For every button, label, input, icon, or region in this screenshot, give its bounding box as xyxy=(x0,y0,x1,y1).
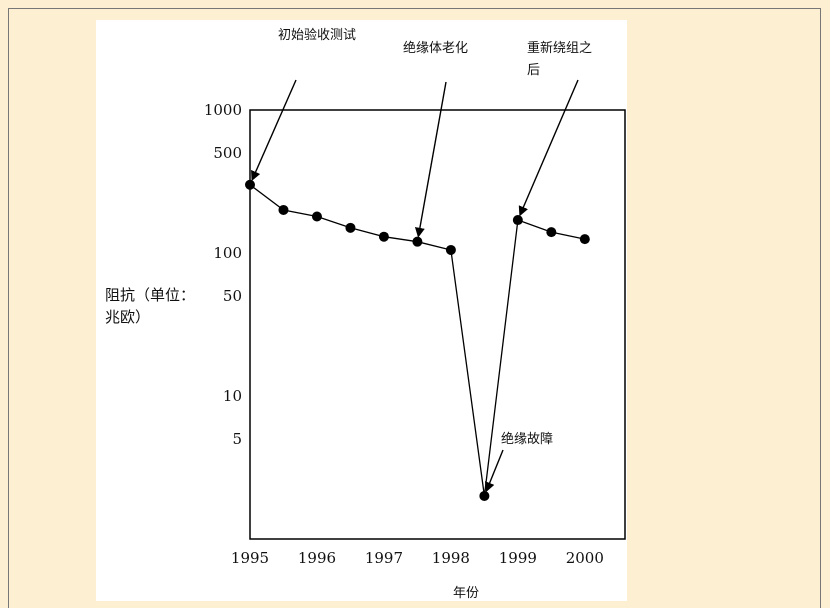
x-tick-label-2: 1997 xyxy=(365,549,403,567)
data-point xyxy=(546,227,557,238)
annotation-after-rewinding-text: 后 xyxy=(527,63,540,78)
y-axis-label: 阻抗（单位：兆欧） xyxy=(105,284,205,328)
y-tick-label-4: 10 xyxy=(223,387,242,405)
x-axis-label: 年份 xyxy=(453,586,479,601)
chart-panel xyxy=(96,20,627,601)
annotation-insulation-failure: 绝缘故障 xyxy=(484,431,553,493)
data-point xyxy=(311,211,322,222)
annotation-after-rewinding-text: 重新绕组之 xyxy=(527,40,592,56)
y-tick-label-0: 1000 xyxy=(204,101,242,119)
series-line xyxy=(249,184,585,497)
data-point xyxy=(445,244,456,255)
annotation-insulation-failure-arrow xyxy=(484,449,504,493)
annotation-after-rewinding-arrow xyxy=(518,79,579,217)
data-point xyxy=(378,231,389,242)
data-point xyxy=(579,234,590,245)
annotation-insulation-aging: 绝缘体老化 xyxy=(403,40,468,238)
annotation-insulation-aging-text: 绝缘体老化 xyxy=(403,40,468,56)
annotation-initial-acceptance-arrow xyxy=(251,79,297,182)
x-tick-label-4: 1999 xyxy=(499,549,537,567)
annotation-initial-acceptance: 初始验收测试 xyxy=(251,27,356,182)
annotation-insulation-failure-text: 绝缘故障 xyxy=(501,431,553,447)
data-point xyxy=(245,179,255,190)
data-point xyxy=(512,215,523,226)
data-point xyxy=(278,204,289,215)
y-tick-label-2: 100 xyxy=(213,244,242,262)
y-tick-label-1: 500 xyxy=(213,144,242,162)
y-axis-label-text: 阻抗（单位：兆欧） xyxy=(105,286,196,326)
x-tick-label-0: 1995 xyxy=(231,549,269,567)
x-tick-label-5: 2000 xyxy=(566,549,604,567)
data-point xyxy=(479,490,490,501)
y-tick-label-3: 50 xyxy=(223,287,242,305)
x-tick-label-3: 1998 xyxy=(432,549,470,567)
plot-area xyxy=(249,109,626,540)
data-point xyxy=(412,236,423,247)
x-tick-label-1: 1996 xyxy=(298,549,336,567)
y-tick-label-5: 5 xyxy=(232,430,242,448)
data-point xyxy=(345,222,356,233)
annotation-initial-acceptance-text: 初始验收测试 xyxy=(278,27,356,43)
annotation-insulation-aging-arrow xyxy=(414,81,447,238)
